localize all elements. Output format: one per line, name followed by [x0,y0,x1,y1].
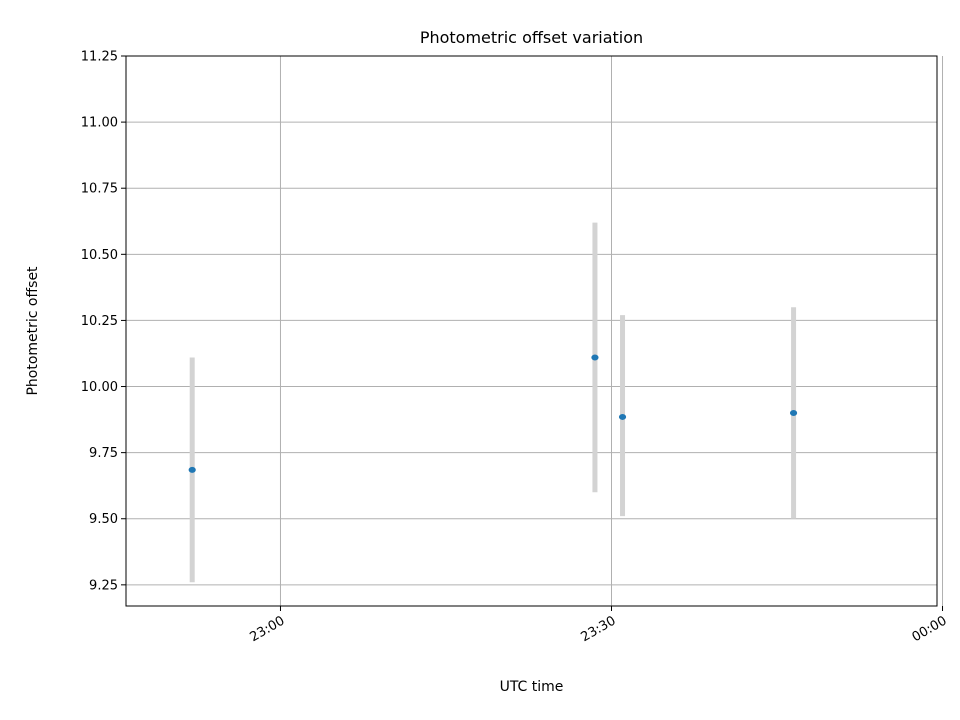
y-tick-label: 9.75 [89,446,118,461]
data-point [189,467,196,473]
y-tick-label: 11.00 [81,116,118,131]
data-point [790,410,797,416]
y-tick-label: 9.25 [89,578,118,593]
y-axis-label: Photometric offset [25,266,41,396]
data-point [619,414,626,420]
data-point [591,354,598,360]
y-tick-label: 10.75 [81,182,118,197]
y-tick-label: 10.25 [81,314,118,329]
y-tick-label: 9.50 [89,512,118,527]
x-axis-label: UTC time [500,679,564,695]
y-tick-label: 10.00 [81,380,118,395]
chart-title: Photometric offset variation [420,28,643,47]
y-tick-label: 11.25 [81,50,118,65]
y-tick-label: 10.50 [81,248,118,263]
